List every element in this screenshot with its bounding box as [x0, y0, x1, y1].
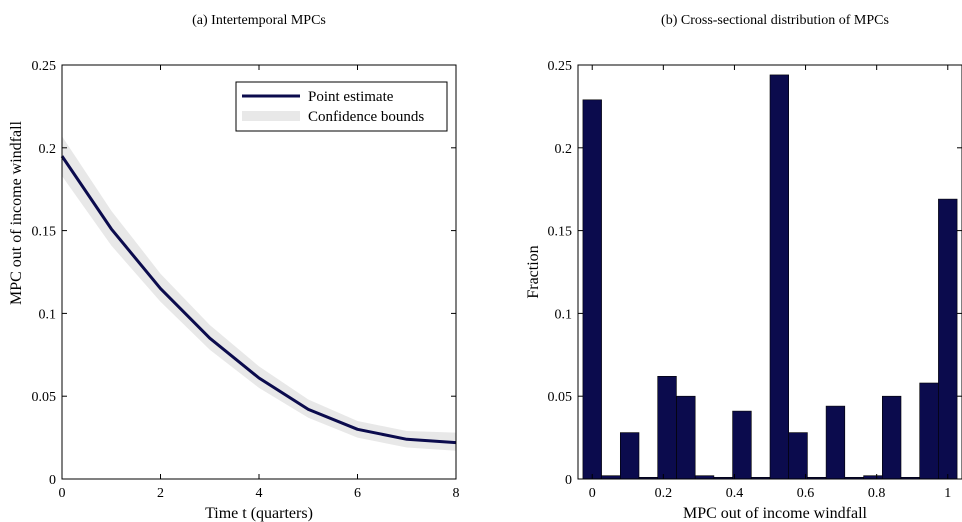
y-tick-label: 0.15 [32, 225, 57, 240]
panel-intertemporal-mpcs: (a) Intertemporal MPCs 0 0.05 0.1 0.15 0.2 0.… [8, 13, 460, 522]
y-tick-label: 0.2 [39, 142, 57, 157]
legend-label-point-estimate: Point estimate [308, 89, 394, 105]
x-tick-label: 1 [944, 486, 951, 501]
y-tick-label: 0.1 [555, 307, 573, 322]
histogram-bar [732, 410, 752, 480]
y-tick-label: 0.05 [548, 390, 573, 405]
y-tick-label: 0 [565, 473, 572, 488]
y-tick-label: 0.25 [32, 59, 57, 74]
axes-frame [577, 64, 962, 480]
x-tick-label: 0.4 [726, 486, 744, 501]
histogram-bar [938, 198, 958, 480]
histogram-bar [788, 432, 808, 480]
x-tick-label: 0.8 [868, 486, 886, 501]
legend-box [235, 81, 448, 132]
y-tick-label: 0 [49, 473, 56, 488]
y-tick-label: 0.1 [39, 307, 57, 322]
legend-swatch-confidence-bounds [242, 111, 300, 121]
confidence-band [62, 136, 456, 451]
x-tick-label: 8 [453, 486, 460, 501]
x-tick-label: 2 [157, 486, 164, 501]
panel-a-legend: Point estimate Confidence bounds [235, 81, 448, 132]
x-tick-label: 0.2 [655, 486, 673, 501]
histogram-bar [657, 375, 677, 480]
histogram-bar [676, 395, 696, 480]
histogram-bar [582, 99, 602, 480]
panel-b-title: (b) Cross-sectional distribution of MPCs [661, 13, 889, 28]
panel-cross-sectional-distribution: (b) Cross-sectional distribution of MPCs… [525, 13, 962, 522]
histogram-bar [769, 74, 790, 480]
x-tick-label: 0 [59, 486, 66, 501]
histogram-bar [881, 395, 902, 480]
histogram-bar [825, 405, 846, 480]
y-tick-label: 0.15 [548, 225, 573, 240]
panel-a-ylabel: MPC out of income windfall [8, 120, 25, 305]
x-tick-label: 0.6 [797, 486, 815, 501]
panel-a-xlabel: Time t (quarters) [205, 505, 313, 522]
x-tick-label: 0 [589, 486, 596, 501]
histogram-bar [919, 382, 939, 480]
x-tick-label: 4 [256, 486, 263, 501]
histogram-bar [619, 432, 640, 480]
panel-b-ylabel: Fraction [525, 245, 542, 298]
legend-label-confidence-bounds: Confidence bounds [308, 109, 424, 125]
y-tick-label: 0.2 [555, 142, 573, 157]
y-tick-label: 0.05 [32, 390, 57, 405]
x-tick-label: 6 [354, 486, 361, 501]
panel-a-title: (a) Intertemporal MPCs [192, 13, 326, 28]
series-line-point-estimate [60, 155, 457, 445]
panel-a-plot-area: 0 0.05 0.1 0.15 0.2 0.25 0 2 4 6 8 [32, 59, 460, 501]
panel-b-xlabel: MPC out of income windfall [683, 505, 868, 522]
panel-b-plot-area: 0 0.05 0.1 0.15 0.2 0.25 0 0.2 0.4 0.6 0.8 1 [548, 59, 962, 501]
y-tick-label: 0.25 [548, 59, 573, 74]
